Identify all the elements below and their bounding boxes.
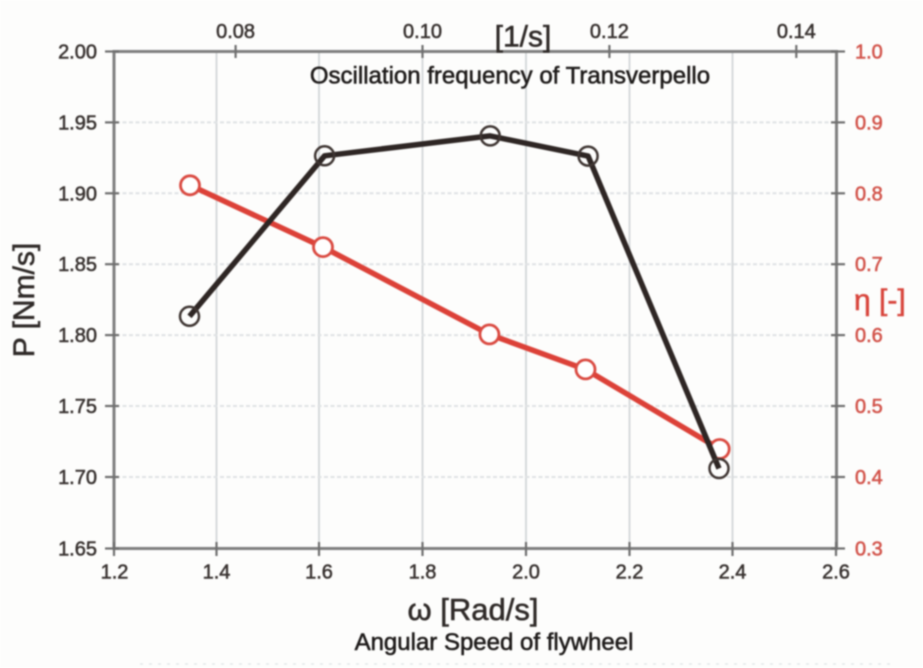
svg-text:0.3: 0.3 bbox=[855, 539, 883, 561]
svg-text:0.4: 0.4 bbox=[855, 467, 883, 489]
svg-text:0.6: 0.6 bbox=[855, 325, 883, 347]
svg-text:1.90: 1.90 bbox=[58, 183, 97, 205]
svg-text:2.2: 2.2 bbox=[616, 562, 644, 584]
svg-text:2.0: 2.0 bbox=[512, 562, 540, 584]
svg-text:1.4: 1.4 bbox=[203, 562, 231, 584]
svg-text:2.4: 2.4 bbox=[719, 562, 747, 584]
svg-text:1.85: 1.85 bbox=[58, 254, 97, 276]
svg-text:1.8: 1.8 bbox=[409, 562, 437, 584]
svg-text:1.6: 1.6 bbox=[305, 562, 333, 584]
svg-text:2.6: 2.6 bbox=[822, 562, 850, 584]
svg-text:1.95: 1.95 bbox=[58, 112, 97, 134]
svg-text:1.2: 1.2 bbox=[101, 562, 129, 584]
svg-text:1.80: 1.80 bbox=[58, 325, 97, 347]
svg-text:0.08: 0.08 bbox=[216, 21, 255, 43]
svg-text:2.00: 2.00 bbox=[58, 42, 97, 64]
svg-text:0.7: 0.7 bbox=[855, 254, 883, 276]
svg-text:0.14: 0.14 bbox=[777, 21, 816, 43]
svg-text:1.65: 1.65 bbox=[58, 539, 97, 561]
svg-text:0.12: 0.12 bbox=[590, 21, 629, 43]
svg-text:Angular Speed of flywheel: Angular Speed of flywheel bbox=[355, 629, 634, 656]
svg-text:[1/s]: [1/s] bbox=[495, 21, 552, 54]
svg-text:P [Nm/s]: P [Nm/s] bbox=[8, 243, 41, 357]
svg-text:0.5: 0.5 bbox=[855, 396, 883, 418]
svg-text:1.75: 1.75 bbox=[58, 396, 97, 418]
svg-text:0.10: 0.10 bbox=[403, 21, 442, 43]
svg-text:η [-]: η [-] bbox=[854, 284, 906, 317]
svg-text:1.70: 1.70 bbox=[58, 467, 97, 489]
svg-text:0.9: 0.9 bbox=[855, 112, 883, 134]
svg-text:Oscillation frequency of Trans: Oscillation frequency of Transverpello bbox=[310, 63, 710, 90]
svg-text:ω [Rad/s]: ω [Rad/s] bbox=[407, 592, 538, 627]
svg-text:1.0: 1.0 bbox=[855, 42, 883, 64]
svg-text:0.8: 0.8 bbox=[855, 183, 883, 205]
